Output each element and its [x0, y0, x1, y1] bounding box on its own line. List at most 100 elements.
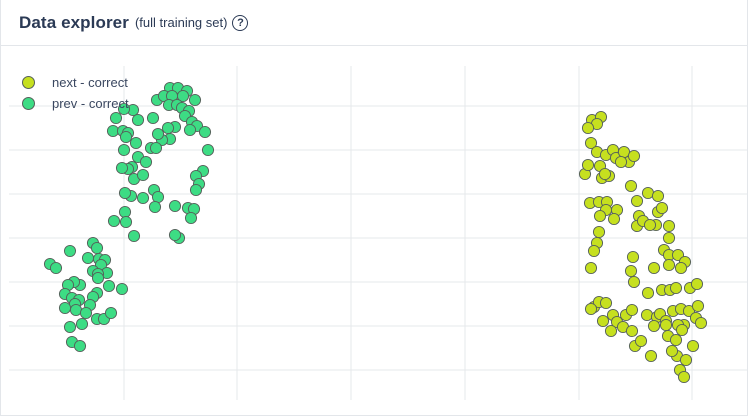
data-point-next-correct[interactable]: [675, 323, 689, 337]
data-point-prev-correct[interactable]: [107, 214, 121, 228]
data-point-next-correct[interactable]: [624, 264, 638, 278]
data-point-prev-correct[interactable]: [49, 261, 63, 275]
data-point-prev-correct[interactable]: [117, 102, 131, 116]
data-point-prev-correct[interactable]: [109, 111, 123, 125]
data-point-prev-correct[interactable]: [118, 205, 132, 219]
data-point-prev-correct[interactable]: [73, 339, 87, 353]
data-point-prev-correct[interactable]: [161, 121, 175, 135]
data-point-next-correct[interactable]: [647, 261, 661, 275]
data-point-prev-correct[interactable]: [81, 251, 95, 265]
data-point-prev-correct[interactable]: [119, 130, 133, 144]
data-point-prev-correct[interactable]: [117, 143, 131, 157]
data-point-next-correct[interactable]: [598, 167, 612, 181]
data-point-next-correct[interactable]: [581, 158, 595, 172]
data-point-next-correct[interactable]: [634, 334, 648, 348]
data-point-prev-correct[interactable]: [149, 141, 163, 155]
data-point-next-correct[interactable]: [630, 194, 644, 208]
data-point-next-correct[interactable]: [581, 121, 595, 135]
data-point-prev-correct[interactable]: [91, 271, 105, 285]
data-point-next-correct[interactable]: [593, 209, 607, 223]
data-point-next-correct[interactable]: [604, 324, 618, 338]
data-point-next-correct[interactable]: [584, 136, 598, 150]
data-point-prev-correct[interactable]: [90, 241, 104, 255]
data-point-prev-correct[interactable]: [106, 124, 120, 138]
data-point-next-correct[interactable]: [584, 302, 598, 316]
data-point-next-correct[interactable]: [625, 324, 639, 338]
scatter-plot[interactable]: [1, 46, 747, 416]
legend-item-next-correct[interactable]: next - correct: [21, 72, 129, 93]
data-point-next-correct[interactable]: [662, 258, 676, 272]
data-point-next-correct[interactable]: [651, 189, 665, 203]
data-point-prev-correct[interactable]: [183, 123, 197, 137]
data-point-next-correct[interactable]: [644, 349, 658, 363]
data-point-prev-correct[interactable]: [189, 183, 203, 197]
data-point-next-correct[interactable]: [640, 308, 654, 322]
data-point-next-correct[interactable]: [690, 277, 704, 291]
data-point-prev-correct[interactable]: [115, 161, 129, 175]
data-point-next-correct[interactable]: [607, 212, 621, 226]
data-point-next-correct[interactable]: [669, 281, 683, 295]
data-point-prev-correct[interactable]: [129, 136, 143, 150]
data-point-next-correct[interactable]: [655, 201, 669, 215]
data-point-next-correct[interactable]: [625, 303, 639, 317]
data-point-prev-correct[interactable]: [139, 155, 153, 169]
data-point-prev-correct[interactable]: [127, 229, 141, 243]
legend-label-next-correct: next - correct: [52, 75, 128, 90]
data-point-next-correct[interactable]: [686, 339, 700, 353]
data-point-next-correct[interactable]: [596, 314, 610, 328]
data-point-next-correct[interactable]: [665, 344, 679, 358]
data-point-prev-correct[interactable]: [58, 301, 72, 315]
data-point-prev-correct[interactable]: [198, 125, 212, 139]
data-point-next-correct[interactable]: [627, 149, 641, 163]
data-point-prev-correct[interactable]: [75, 317, 89, 331]
data-point-prev-correct[interactable]: [151, 190, 165, 204]
data-point-prev-correct[interactable]: [131, 113, 145, 127]
chart-legend: next - correct prev - correct: [21, 72, 129, 114]
data-point-next-correct[interactable]: [674, 261, 688, 275]
data-point-prev-correct[interactable]: [151, 127, 165, 141]
data-point-next-correct[interactable]: [679, 353, 693, 367]
data-point-next-correct[interactable]: [659, 318, 673, 332]
data-point-next-correct[interactable]: [626, 250, 640, 264]
data-point-next-correct[interactable]: [599, 296, 613, 310]
panel-header: Data explorer (full training set) ?: [1, 0, 747, 46]
data-point-prev-correct[interactable]: [115, 282, 129, 296]
data-point-prev-correct[interactable]: [79, 306, 93, 320]
data-point-next-correct[interactable]: [617, 145, 631, 159]
data-point-prev-correct[interactable]: [102, 279, 116, 293]
data-point-prev-correct[interactable]: [168, 199, 182, 213]
data-point-next-correct[interactable]: [641, 286, 655, 300]
data-point-prev-correct[interactable]: [148, 200, 162, 214]
data-point-prev-correct[interactable]: [63, 244, 77, 258]
data-point-prev-correct[interactable]: [201, 143, 215, 157]
data-point-next-correct[interactable]: [669, 333, 683, 347]
data-point-prev-correct[interactable]: [146, 111, 160, 125]
data-point-next-correct[interactable]: [641, 186, 655, 200]
data-point-prev-correct[interactable]: [69, 303, 83, 317]
data-point-next-correct[interactable]: [627, 275, 641, 289]
data-point-prev-correct[interactable]: [136, 191, 150, 205]
data-point-next-correct[interactable]: [592, 225, 606, 239]
data-point-prev-correct[interactable]: [63, 320, 77, 334]
data-point-next-correct[interactable]: [677, 370, 691, 384]
data-point-prev-correct[interactable]: [119, 215, 133, 229]
data-point-prev-correct[interactable]: [118, 186, 132, 200]
data-point-next-correct[interactable]: [662, 231, 676, 245]
data-point-prev-correct[interactable]: [188, 93, 202, 107]
data-point-next-correct[interactable]: [694, 316, 708, 330]
question-circle-icon[interactable]: ?: [232, 14, 249, 31]
data-point-next-correct[interactable]: [587, 244, 601, 258]
legend-item-prev-correct[interactable]: prev - correct: [21, 93, 129, 114]
data-point-next-correct[interactable]: [643, 218, 657, 232]
data-point-next-correct[interactable]: [662, 219, 676, 233]
data-point-prev-correct[interactable]: [184, 211, 198, 225]
data-point-next-correct[interactable]: [584, 261, 598, 275]
data-point-prev-correct[interactable]: [104, 306, 118, 320]
data-point-prev-correct[interactable]: [136, 168, 150, 182]
panel-title: Data explorer: [19, 12, 129, 32]
data-point-next-correct[interactable]: [691, 299, 705, 313]
data-point-next-correct[interactable]: [614, 155, 628, 169]
data-point-next-correct[interactable]: [647, 319, 661, 333]
data-point-prev-correct[interactable]: [168, 228, 182, 242]
data-point-next-correct[interactable]: [624, 179, 638, 193]
